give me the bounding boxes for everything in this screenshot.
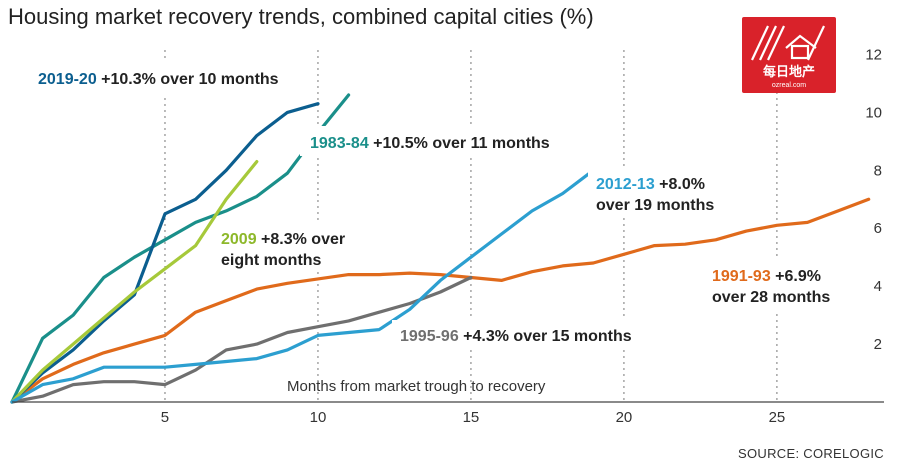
label-1983-84: 1983-84 +10.5% over 11 months — [300, 126, 584, 156]
x-axis-title: Months from market trough to recovery — [287, 378, 546, 395]
label-1995-96: 1995-96 +4.3% over 15 months — [392, 320, 664, 350]
label-1983-84-period: 1983-84 — [310, 135, 369, 152]
label-2009: 2009 +8.3% over eight months — [214, 222, 362, 272]
y-tick-labels: 2 4 6 8 10 12 — [865, 46, 882, 353]
svg-text:1983-84 +10.5% over 11 months: 1983-84 +10.5% over 11 months — [310, 135, 550, 152]
label-1983-84-value: +10.5% over 11 months — [369, 135, 550, 152]
x-tick-label-25: 25 — [769, 409, 786, 426]
label-2012-13-value: +8.0% — [655, 176, 705, 193]
series-line-1995-96 — [10, 275, 473, 404]
label-1991-93-period: 1991-93 — [712, 268, 771, 285]
svg-text:1995-96 +4.3% over 15 months: 1995-96 +4.3% over 15 months — [400, 328, 632, 345]
series-lines — [10, 93, 871, 404]
svg-text:1991-93 +6.9%: 1991-93 +6.9% — [712, 268, 821, 285]
y-tick-label-12: 12 — [865, 46, 882, 63]
x-tick-label-15: 15 — [463, 409, 480, 426]
label-1991-93: 1991-93 +6.9% over 28 months — [704, 260, 850, 310]
x-tick-label-20: 20 — [616, 409, 633, 426]
y-tick-label-8: 8 — [874, 162, 882, 179]
label-2019-20-value: +10.3% over 10 months — [97, 71, 279, 88]
ozreal-logo: 每日地产 ozreal.com — [742, 17, 836, 93]
label-1995-96-period: 1995-96 — [400, 328, 459, 345]
label-2009-duration: eight months — [221, 252, 322, 269]
series-line-1991-93 — [10, 197, 871, 404]
x-tick-label-5: 5 — [161, 409, 169, 426]
label-2012-13-duration: over 19 months — [596, 197, 714, 214]
label-1991-93-value: +6.9% — [771, 268, 821, 285]
y-tick-label-6: 6 — [874, 220, 882, 237]
svg-text:2009 +8.3% over: 2009 +8.3% over — [221, 231, 345, 248]
series-line-2009 — [10, 160, 259, 404]
y-tick-label-10: 10 — [865, 104, 882, 121]
y-tick-label-2: 2 — [874, 336, 882, 353]
series-line-1983-84 — [10, 93, 351, 404]
logo-url: ozreal.com — [772, 82, 806, 89]
y-tick-label-4: 4 — [874, 278, 882, 295]
logo-text: 每日地产 — [763, 64, 815, 79]
label-2009-value: +8.3% over — [257, 231, 346, 248]
x-tick-labels: 5 10 15 20 25 — [161, 409, 785, 426]
series-labels: 2019-20 +10.3% over 10 months 1983-84 +1… — [28, 62, 850, 350]
series-line-2012-13 — [10, 168, 595, 404]
label-2012-13: 2012-13 +8.0% over 19 months — [588, 168, 732, 218]
label-2019-20-period: 2019-20 — [38, 71, 97, 88]
logo-house-icon — [751, 25, 825, 61]
label-1995-96-value: +4.3% over 15 months — [459, 328, 632, 345]
label-1991-93-duration: over 28 months — [712, 289, 830, 306]
svg-text:2012-13 +8.0%: 2012-13 +8.0% — [596, 176, 705, 193]
label-2009-period: 2009 — [221, 231, 257, 248]
source-note: SOURCE: CORELOGIC — [738, 446, 884, 461]
series-line-2019-20 — [10, 102, 320, 404]
label-2019-20: 2019-20 +10.3% over 10 months — [28, 62, 310, 94]
svg-text:2019-20 +10.3% over 10 months: 2019-20 +10.3% over 10 months — [38, 71, 279, 88]
chart-title: Housing market recovery trends, combined… — [8, 4, 594, 29]
x-tick-label-10: 10 — [310, 409, 327, 426]
label-2012-13-period: 2012-13 — [596, 176, 655, 193]
